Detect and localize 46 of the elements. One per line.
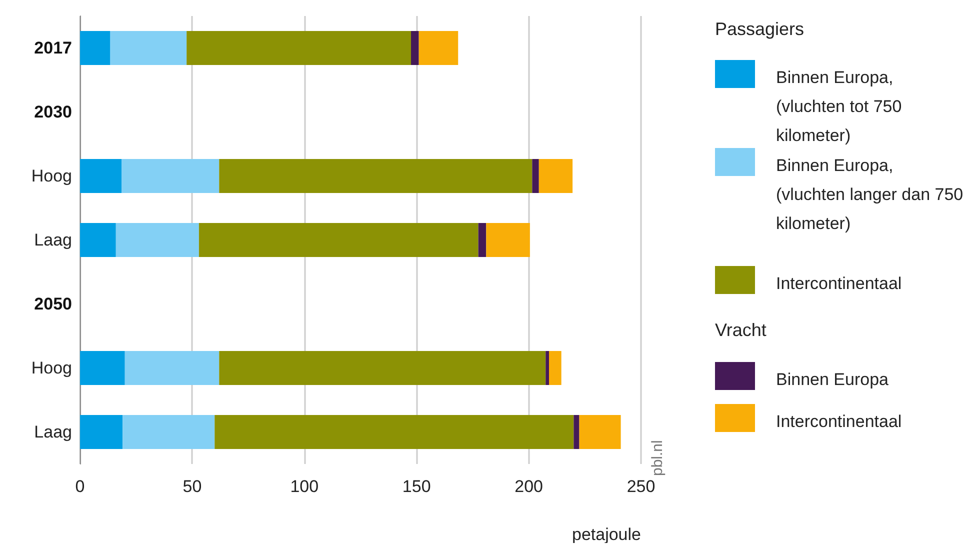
bar — [214, 415, 574, 449]
bar — [486, 223, 530, 257]
bar — [219, 351, 546, 385]
bar — [538, 159, 573, 193]
bar — [116, 223, 199, 257]
y-tick-label: Hoog — [31, 358, 72, 378]
bar — [80, 223, 116, 257]
bar — [122, 159, 220, 193]
y-tick-label: 2050 — [34, 294, 72, 314]
x-tick-label: 0 — [75, 477, 85, 496]
text: Vracht — [715, 320, 766, 340]
bar — [124, 351, 220, 385]
bar — [80, 351, 125, 385]
y-tick-label: Laag — [34, 230, 72, 250]
legend-title: Passagiers — [715, 19, 804, 39]
y-tick-label: 2030 — [34, 102, 72, 122]
bar — [219, 159, 532, 193]
bar — [579, 415, 621, 449]
bar — [80, 159, 122, 193]
legend-label: Binnen Europa — [776, 370, 890, 389]
y-tick-label: Hoog — [31, 166, 72, 186]
legend-label: Intercontinentaal — [776, 274, 902, 293]
bar — [122, 415, 215, 449]
x-tick-label: 100 — [290, 477, 319, 496]
x-tick-label: 250 — [626, 477, 656, 496]
y-tick-label: Laag — [34, 422, 72, 442]
legend-label: Binnen Europa, (vluchten tot 750 kilometer) — [776, 68, 902, 145]
bar — [532, 159, 539, 193]
x-tick-label: 50 — [182, 477, 202, 496]
x-tick-label: 150 — [402, 477, 431, 496]
bar — [410, 31, 419, 65]
bar — [80, 31, 110, 65]
bar — [546, 351, 549, 385]
bar — [548, 351, 562, 385]
bar — [110, 31, 187, 65]
legend-label: Binnen Europa, (vluchten langer dan 750 kilometer) — [776, 156, 964, 233]
bar — [186, 31, 411, 65]
bar — [574, 415, 580, 449]
x-tick-label: 200 — [514, 477, 543, 496]
bar — [418, 31, 458, 65]
bar — [198, 223, 478, 257]
bar — [478, 223, 486, 257]
legend-label: Intercontinentaal — [776, 412, 902, 431]
bar — [80, 415, 123, 449]
y-tick-label: 2017 — [34, 38, 72, 58]
text: pbl.nl — [649, 440, 666, 476]
